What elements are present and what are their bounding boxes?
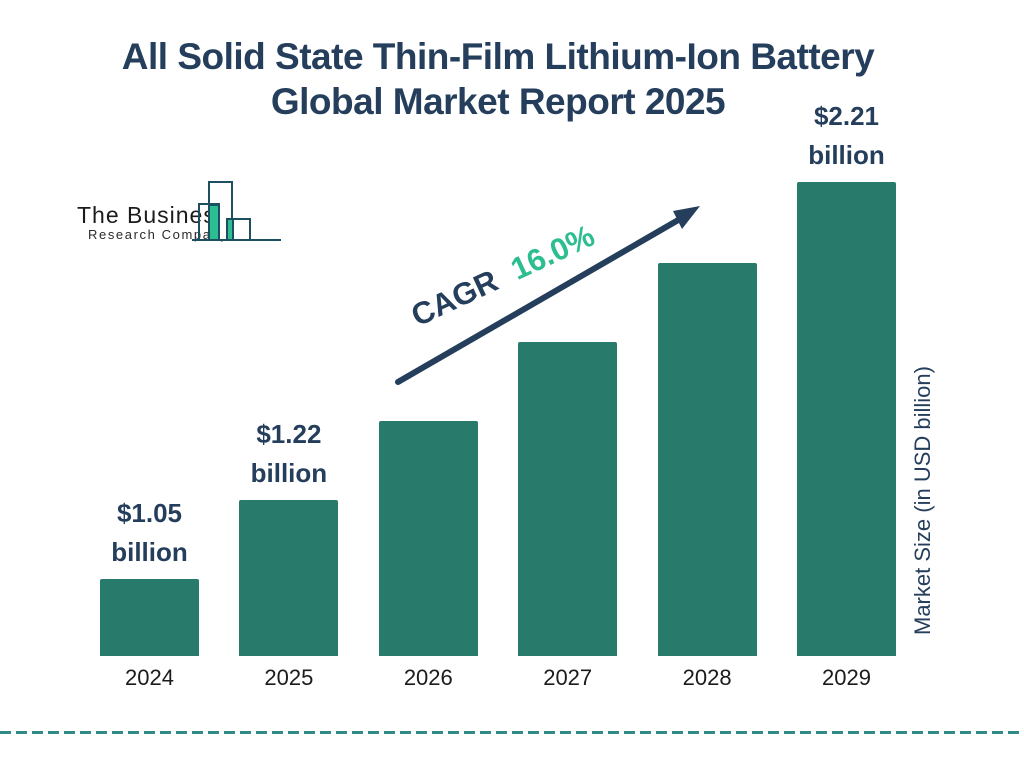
company-logo: The Business Research Company	[75, 178, 287, 246]
cagr-annotation: CAGR 16.0%	[391, 211, 615, 341]
cagr-value: 16.0%	[505, 217, 600, 287]
bar-2024	[100, 579, 199, 656]
x-axis-label-2028: 2028	[682, 665, 732, 690]
logo-bar-chart-icon	[192, 181, 281, 241]
bar-2029	[797, 182, 896, 656]
bottom-dashed-divider	[0, 731, 1024, 734]
value-label-amount: $2.21	[813, 101, 880, 131]
page-title: All Solid State Thin-Film Lithium-Ion Ba…	[0, 34, 996, 124]
page-title-line2: Global Market Report 2025	[270, 81, 726, 122]
value-label-unit: billion	[808, 140, 885, 170]
value-label-2029: $2.21 billion	[767, 97, 927, 175]
bar-2028	[657, 263, 757, 656]
bar-2026	[378, 421, 478, 656]
bar-2025	[239, 500, 339, 656]
x-axis-label-2024: 2024	[125, 665, 174, 690]
bar-2027	[518, 342, 618, 656]
x-axis-label-2025: 2025	[264, 665, 314, 690]
logo-company-name: The Business	[77, 202, 229, 228]
value-label-amount: $1.22	[256, 419, 322, 449]
value-label-2024: $1.05 billion	[70, 494, 230, 572]
y-axis-label: Market Size (in USD billion)	[910, 366, 935, 636]
value-label-amount: $1.05	[116, 498, 183, 528]
x-axis-label-2029: 2029	[822, 665, 871, 690]
value-label-2025: $1.22 billion	[209, 415, 369, 493]
logo-company-subname: Research Company	[88, 227, 229, 242]
value-label-unit: billion	[250, 458, 328, 488]
value-label-unit: billion	[111, 537, 188, 567]
x-axis-label-2026: 2026	[403, 665, 453, 690]
cagr-label: CAGR	[405, 262, 504, 334]
x-axis-label-2027: 2027	[543, 665, 593, 690]
page-title-line1: All Solid State Thin-Film Lithium-Ion Ba…	[121, 36, 875, 77]
